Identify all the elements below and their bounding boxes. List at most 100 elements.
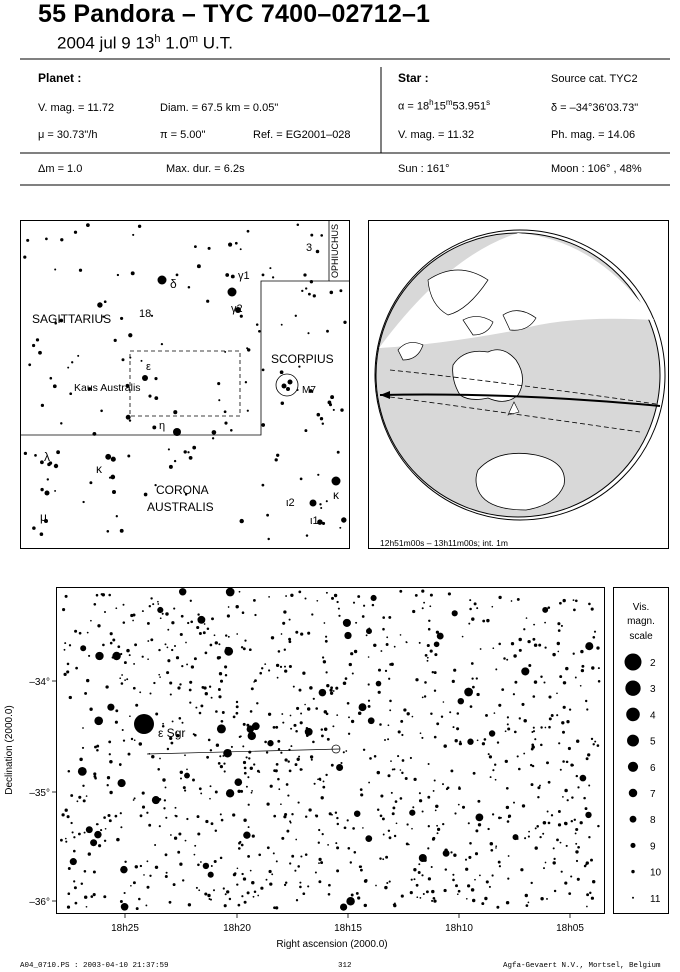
star-dot (579, 684, 582, 687)
star-dot (274, 769, 278, 773)
star-dot (60, 422, 63, 425)
star-dot (296, 706, 300, 710)
star-dot (382, 616, 386, 619)
star-dot (573, 608, 576, 612)
star-dot (56, 450, 60, 455)
star-dot (237, 903, 241, 907)
star-dot (23, 255, 27, 259)
star-dot (472, 685, 475, 689)
star-dot (201, 685, 205, 689)
star-dot (254, 613, 257, 617)
label-m7: M7 (302, 385, 316, 396)
label-iota1: ι1 (310, 515, 319, 527)
star-dot (54, 489, 57, 492)
star-dot (475, 829, 479, 833)
star-dot (210, 898, 212, 901)
star-dot (62, 608, 66, 612)
star-dot (492, 769, 495, 772)
star-dot (334, 811, 338, 814)
star-dot (83, 870, 87, 873)
star-dot (472, 771, 476, 775)
star-dot (265, 878, 268, 881)
star-dot (209, 643, 213, 647)
star-dot (433, 735, 437, 739)
star-dot (187, 451, 190, 454)
star-dot (338, 614, 341, 617)
legend-dot-9 (630, 842, 636, 848)
star-dot (165, 816, 168, 819)
star-dot (167, 628, 170, 631)
star-dot (400, 894, 404, 898)
star-dot (59, 318, 64, 323)
star-dot (105, 453, 112, 460)
star-dot (247, 731, 257, 741)
star-dot (543, 867, 545, 870)
star-dot (346, 897, 355, 906)
star-dot (293, 723, 297, 727)
star-dot (505, 900, 510, 905)
star-dot (307, 631, 311, 635)
star-dot (333, 593, 338, 598)
star-dot (596, 646, 600, 650)
star-dot (336, 816, 339, 820)
star-dot (192, 778, 195, 782)
star-dot (249, 869, 252, 872)
star-dot (132, 799, 135, 801)
star-dot (64, 837, 67, 840)
star-dot (451, 610, 458, 617)
star-dot (198, 889, 201, 892)
star-dot (507, 816, 510, 819)
star-dot (235, 705, 239, 709)
star-dot (401, 733, 404, 737)
star-dot (86, 631, 89, 634)
star-dot (154, 483, 157, 487)
star-dot (593, 630, 597, 633)
star-dot (152, 425, 157, 430)
star-dot (507, 877, 510, 880)
star-dot (207, 893, 211, 898)
star-dot (77, 354, 80, 357)
star-dot (211, 430, 217, 435)
star-dot (175, 733, 180, 738)
star-dot (239, 314, 243, 318)
star-dot (518, 637, 522, 642)
star-dot (421, 607, 424, 610)
star-dot (427, 795, 431, 799)
star-dot (350, 652, 354, 656)
star-dot (458, 786, 461, 789)
star-dot (226, 614, 230, 618)
star-dot (275, 763, 279, 766)
star-dot (404, 777, 408, 780)
star-dot (246, 723, 250, 727)
star-dot (471, 898, 476, 903)
star-dot (478, 874, 481, 877)
star-dot (325, 635, 328, 638)
star-dot (434, 809, 437, 812)
star-dot (305, 287, 308, 290)
star-dot (240, 646, 244, 649)
star-dot (444, 848, 448, 852)
star-dot (339, 289, 343, 293)
star-dot (443, 744, 447, 748)
legend-dots: 2 3 4 5 6 7 8 9 10 11 (624, 653, 662, 905)
star-dot (349, 861, 352, 864)
star-dot (384, 885, 388, 890)
star-dot (46, 478, 49, 481)
star-dot (565, 844, 568, 847)
star-dot (505, 805, 510, 810)
star-dot (78, 631, 82, 635)
star-dot (534, 827, 537, 830)
star-dot (128, 654, 131, 657)
star-dot (414, 593, 418, 597)
label-gamma1: γ1 (238, 270, 250, 282)
star-dot (171, 720, 174, 723)
star-dot (344, 677, 348, 680)
star-dot (111, 656, 114, 659)
star-dot (132, 881, 136, 885)
star-dot (151, 754, 155, 759)
star-dot (431, 670, 435, 674)
star-ra: α = 18h15m53.951s (398, 98, 491, 113)
star-dot (299, 881, 302, 884)
star-dot (109, 641, 113, 645)
star-dot (32, 526, 36, 530)
